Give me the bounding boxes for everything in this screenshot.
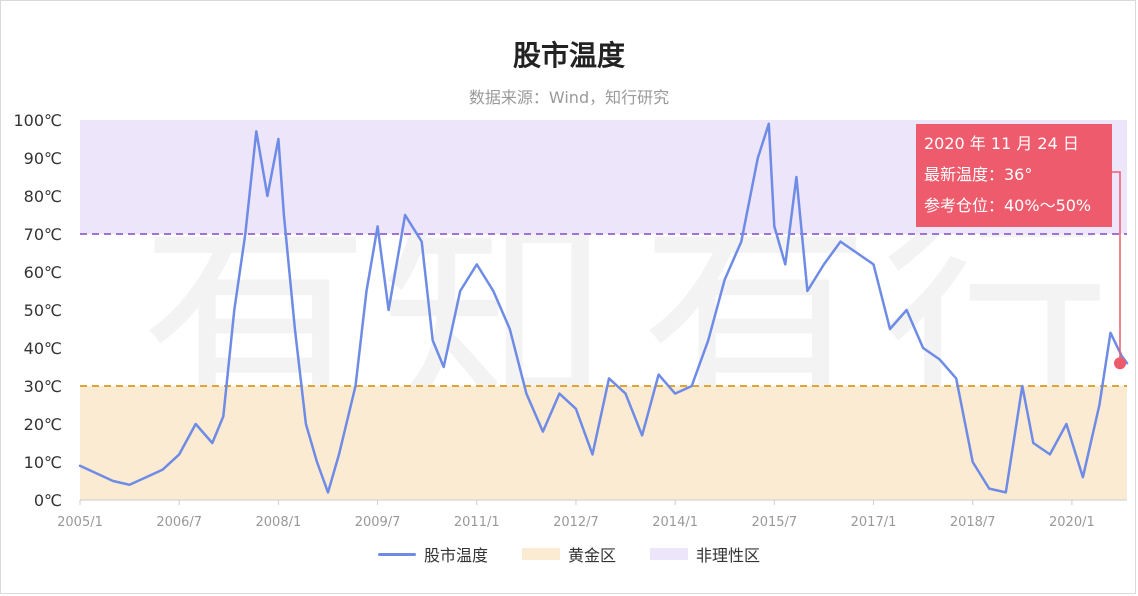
latest-point-marker xyxy=(1114,357,1126,370)
tooltip-position: 参考仓位：40%～50% xyxy=(924,196,1092,215)
x-tick-label: 2005/1 xyxy=(57,515,103,530)
y-tick-label: 80℃ xyxy=(24,187,62,206)
tooltip-date: 2020 年 11 月 24 日 xyxy=(924,134,1079,153)
legend-label-temperature: 股市温度 xyxy=(423,546,488,565)
x-tick-label: 2011/1 xyxy=(454,515,500,530)
tooltip-temperature: 最新温度：36° xyxy=(924,165,1033,184)
chart-title: 股市温度 xyxy=(512,39,625,72)
y-tick-label: 20℃ xyxy=(24,415,62,434)
legend-label-golden-zone: 黄金区 xyxy=(567,546,616,565)
legend-item-irrational-zone[interactable]: 非理性区 xyxy=(650,542,760,566)
legend-swatch-irrational-zone xyxy=(650,548,688,560)
x-tick-label: 2009/7 xyxy=(355,515,401,530)
annotation-connector xyxy=(1112,171,1121,364)
x-tick-label: 2014/1 xyxy=(652,515,698,530)
y-axis-ticks: 0℃ 10℃ 20℃ 30℃ 40℃ 50℃ 60℃ 70℃ 80℃ 90℃ 100℃ xyxy=(13,111,62,510)
y-tick-label: 0℃ xyxy=(34,491,62,510)
legend-swatch-golden-zone xyxy=(521,548,560,560)
x-tick-label: 2020/1 xyxy=(1049,515,1095,530)
y-tick-label: 40℃ xyxy=(24,339,62,358)
legend-item-golden-zone[interactable]: 黄金区 xyxy=(521,542,616,566)
y-tick-label: 60℃ xyxy=(24,263,62,282)
latest-temperature-tooltip: 2020 年 11 月 24 日 最新温度：36° 参考仓位：40%～50% xyxy=(916,124,1112,227)
x-tick-label: 2018/7 xyxy=(950,515,996,530)
y-tick-label: 70℃ xyxy=(24,225,62,244)
x-tick-label: 2006/7 xyxy=(156,515,202,530)
x-axis-ticks: 2005/1 2006/7 2008/1 2009/7 2011/1 2012/7 2014… xyxy=(57,500,1095,530)
legend-item-temperature[interactable]: 股市温度 xyxy=(377,542,488,566)
y-tick-label: 10℃ xyxy=(24,453,62,472)
x-tick-label: 2015/7 xyxy=(751,515,797,530)
legend-swatch-temperature xyxy=(377,552,416,556)
legend: 股市温度 黄金区 非理性区 xyxy=(0,542,1138,566)
legend-label-irrational-zone: 非理性区 xyxy=(696,546,761,565)
x-tick-label: 2017/1 xyxy=(851,515,897,530)
series-line-temperature xyxy=(78,122,1129,494)
x-tick-label: 2012/7 xyxy=(553,515,599,530)
y-tick-label: 100℃ xyxy=(13,111,62,130)
y-tick-label: 30℃ xyxy=(24,377,62,396)
chart-subtitle: 数据来源：Wind，知行研究 xyxy=(468,88,670,107)
y-tick-label: 50℃ xyxy=(24,301,62,320)
y-tick-label: 90℃ xyxy=(24,149,62,168)
x-tick-label: 2008/1 xyxy=(256,515,302,530)
